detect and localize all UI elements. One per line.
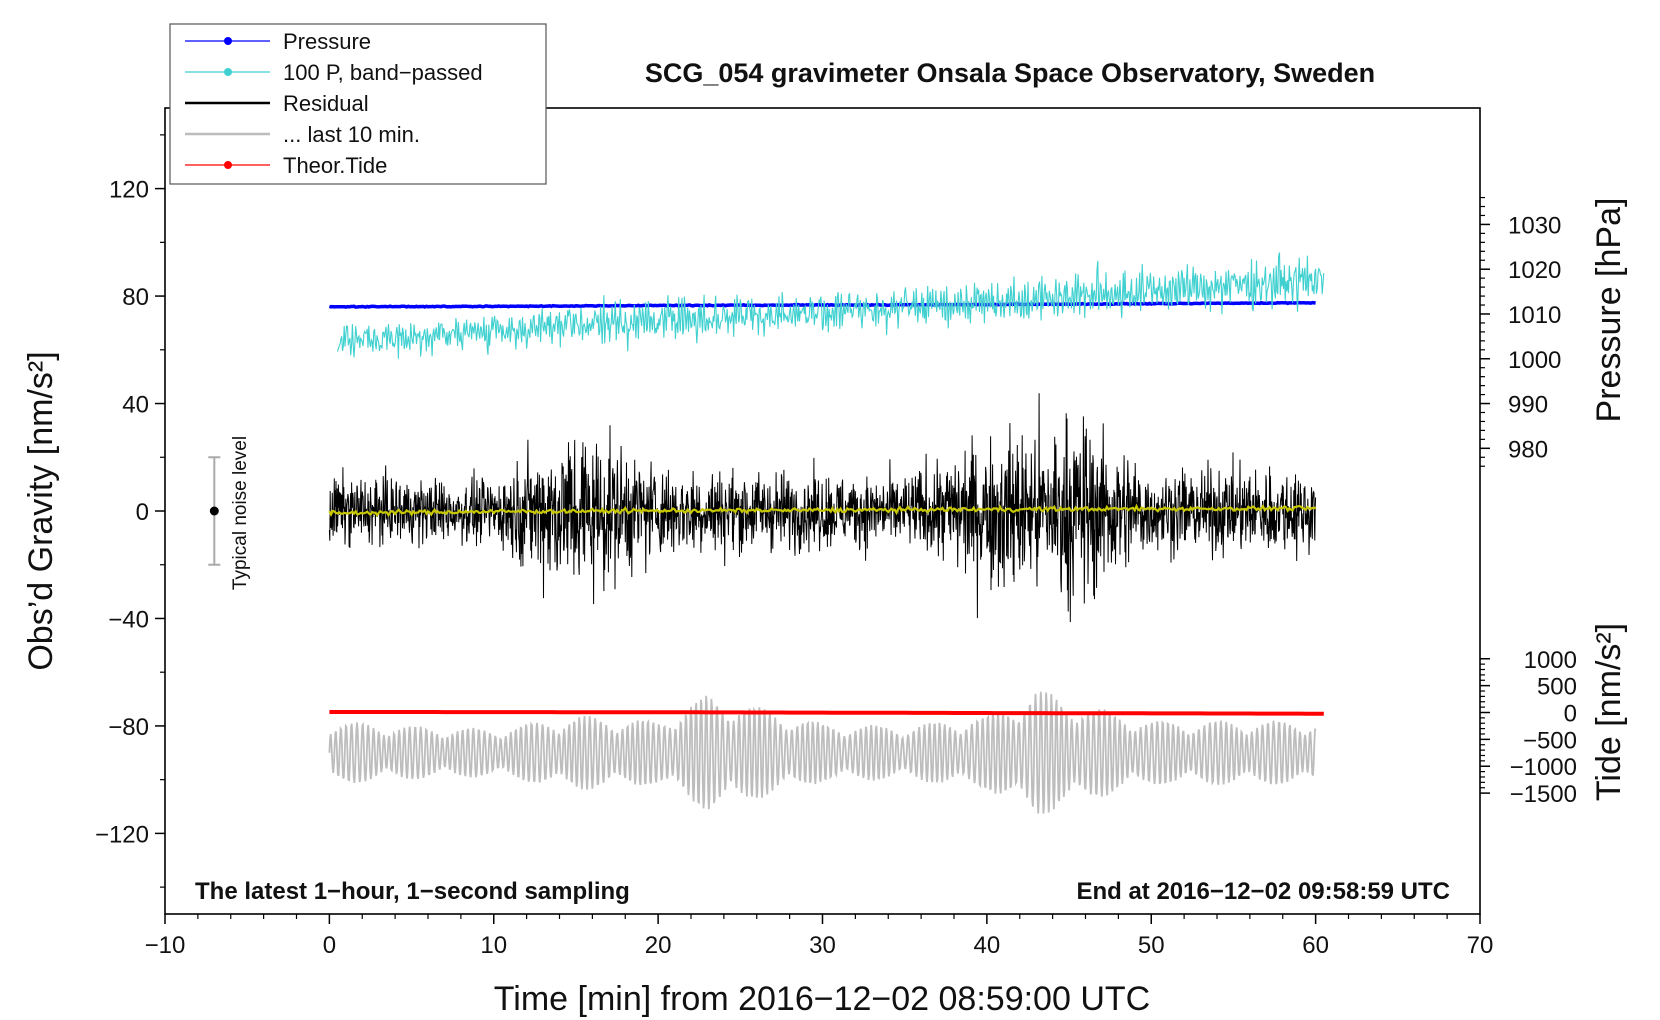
y-left-tick-label: 120 <box>109 177 149 204</box>
chart-title: SCG_054 gravimeter Onsala Space Observat… <box>645 58 1375 88</box>
legend-marker <box>224 37 232 45</box>
series-last10min-line <box>328 691 1317 814</box>
y-left-tick-label: 40 <box>122 392 149 419</box>
x-tick-label: 60 <box>1302 932 1329 959</box>
series-bandpassed-line <box>337 252 1325 359</box>
x-tick-label: 0 <box>323 932 336 959</box>
series-pressure-line <box>328 300 1316 310</box>
annotation-sampling: The latest 1−hour, 1−second sampling <box>195 878 630 905</box>
x-tick-label: 70 <box>1467 932 1494 959</box>
series-tide-line <box>329 710 1324 716</box>
axes-layer: −10 0 10 20 30 40 50 60 7012080400−40−80−1201030… <box>95 134 1577 959</box>
y-left-tick-label: 80 <box>122 284 149 311</box>
tide-tick-label: −1500 <box>1510 781 1577 808</box>
series-residual-smoothed-line <box>328 503 1317 518</box>
x-tick-label: 50 <box>1138 932 1165 959</box>
data-series-layer <box>328 252 1325 814</box>
legend-label: Pressure <box>283 29 371 54</box>
legend: Pressure 100 P, band−passed Residual ... la… <box>169 23 547 185</box>
annotation-end-time: End at 2016−12−02 09:58:59 UTC <box>1076 878 1450 905</box>
legend-label: ... last 10 min. <box>283 122 420 147</box>
pressure-tick-label: 990 <box>1508 392 1548 419</box>
series-residual-line <box>328 393 1317 623</box>
tide-tick-label: 1000 <box>1524 647 1577 674</box>
noise-indicator-label: Typical noise level <box>230 436 251 590</box>
x-tick-label: 30 <box>809 932 836 959</box>
y-axis-left-title: Obs’d Gravity [nm/s²] <box>22 351 60 670</box>
pressure-tick-label: 1000 <box>1508 347 1561 374</box>
noise-center-dot <box>209 506 219 516</box>
x-tick-label: 40 <box>974 932 1001 959</box>
legend-label: 100 P, band−passed <box>283 60 483 85</box>
legend-marker <box>224 161 232 169</box>
y-left-tick-label: −80 <box>108 714 149 741</box>
x-tick-label: −10 <box>145 932 186 959</box>
tide-tick-label: −1000 <box>1510 754 1577 781</box>
y-left-tick-label: −40 <box>108 606 149 633</box>
tide-tick-label: −500 <box>1523 727 1577 754</box>
x-tick-label: 10 <box>480 932 507 959</box>
x-axis-title: Time [min] from 2016−12−02 08:59:00 UTC <box>494 980 1150 1018</box>
pressure-axis-title: Pressure [hPa] <box>1590 198 1628 423</box>
legend-label: Theor.Tide <box>283 153 387 178</box>
tide-axis-title: Tide [nm/s²] <box>1590 623 1628 801</box>
pressure-tick-label: 980 <box>1508 436 1548 463</box>
pressure-tick-label: 1030 <box>1508 212 1561 239</box>
y-left-tick-label: 0 <box>136 499 149 526</box>
noise-indicator: Typical noise level <box>208 436 251 590</box>
y-left-tick-label: −120 <box>95 821 149 848</box>
pressure-tick-label: 1020 <box>1508 257 1561 284</box>
x-tick-label: 20 <box>645 932 672 959</box>
legend-label: Residual <box>283 91 369 116</box>
tide-tick-label: 500 <box>1537 674 1577 701</box>
legend-marker <box>224 68 232 76</box>
tide-tick-label: 0 <box>1564 701 1577 728</box>
pressure-tick-label: 1010 <box>1508 302 1561 329</box>
